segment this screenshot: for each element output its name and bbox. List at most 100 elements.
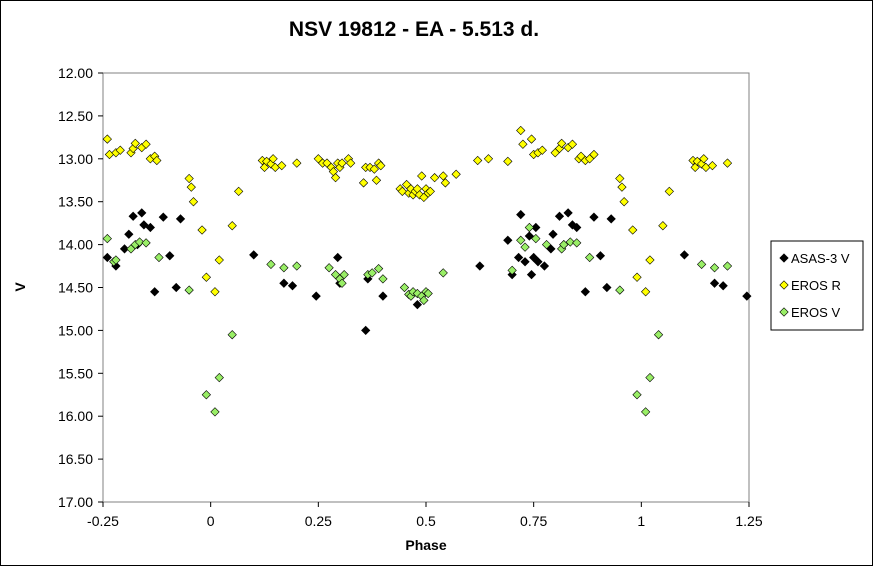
data-point: [533, 257, 543, 267]
data-point: [124, 229, 134, 239]
data-point: [184, 285, 194, 295]
data-point: [425, 186, 435, 197]
data-point: [337, 278, 347, 288]
data-point: [541, 239, 552, 250]
data-point: [376, 161, 386, 171]
data-point: [330, 173, 341, 183]
y-tick-label: 12.50: [58, 108, 93, 124]
data-point: [266, 259, 276, 269]
data-point: [397, 186, 407, 197]
data-point: [440, 178, 451, 188]
data-point: [526, 134, 537, 144]
data-point: [641, 407, 651, 417]
data-point: [658, 221, 668, 231]
data-point: [287, 281, 298, 291]
data-point: [210, 287, 220, 297]
data-point: [292, 261, 302, 271]
data-point: [516, 209, 526, 220]
data-point: [619, 197, 629, 207]
data-point: [709, 263, 720, 273]
data-point: [227, 330, 237, 340]
data-point: [137, 208, 147, 218]
data-point: [361, 325, 371, 336]
data-point: [645, 255, 655, 265]
y-tick-label: 15.00: [58, 322, 93, 338]
y-tick-label: 17.00: [58, 494, 93, 510]
data-point: [371, 175, 382, 185]
data-point: [186, 182, 196, 192]
legend-label: ASAS-3 V: [791, 251, 850, 266]
data-point: [572, 222, 582, 233]
data-point: [378, 274, 388, 284]
data-point: [141, 238, 151, 248]
data-point: [188, 197, 199, 207]
series-2: [102, 222, 733, 417]
data-point: [201, 272, 211, 282]
data-point: [653, 330, 664, 340]
data-point: [531, 233, 541, 244]
data-point: [150, 287, 160, 297]
data-point: [367, 268, 377, 278]
data-point: [119, 244, 130, 254]
data-point: [141, 139, 151, 149]
data-point: [171, 282, 181, 293]
data-point: [102, 134, 112, 144]
data-point: [632, 390, 642, 400]
data-point: [602, 282, 612, 293]
y-tick-label: 14.50: [58, 280, 93, 296]
y-axis: 12.00 12.50 13.00 13.50 14.00 14.50 15.00 15.50…: [58, 65, 103, 510]
data-point: [709, 278, 720, 288]
data-point: [419, 295, 429, 305]
data-point: [537, 145, 547, 155]
data-point: [516, 235, 526, 245]
data-point: [697, 259, 707, 269]
data-point: [707, 161, 718, 171]
data-point: [524, 222, 534, 233]
data-point: [214, 372, 224, 383]
data-point: [292, 158, 302, 168]
y-tick-label: 16.50: [58, 451, 93, 467]
data-point: [324, 263, 334, 273]
data-point: [139, 220, 149, 230]
x-tick-label: -0.25: [87, 513, 119, 529]
data-point: [128, 211, 138, 221]
data-point: [473, 155, 483, 166]
data-point: [429, 173, 440, 183]
data-point: [175, 214, 186, 224]
data-point: [615, 173, 625, 184]
data-point: [378, 291, 388, 301]
x-tick-label: 0.5: [416, 513, 436, 529]
data-point: [554, 211, 565, 221]
y-axis-label: V: [12, 282, 28, 292]
legend-marker: [779, 253, 789, 263]
data-point: [531, 222, 541, 233]
data-point: [358, 178, 369, 188]
data-point: [145, 222, 155, 233]
data-points: [102, 125, 752, 417]
data-point: [615, 285, 625, 295]
data-point: [524, 231, 534, 241]
data-point: [565, 237, 575, 247]
data-point: [513, 252, 524, 263]
data-point: [589, 212, 599, 222]
x-tick-label: 1: [637, 513, 645, 529]
data-point: [154, 252, 164, 263]
data-point: [692, 156, 702, 166]
data-point: [606, 214, 616, 224]
data-point: [277, 161, 287, 171]
data-point: [679, 250, 690, 260]
data-point: [234, 186, 244, 197]
legend-label: EROS V: [791, 305, 840, 320]
data-point: [451, 169, 461, 179]
y-tick-label: 12.00: [58, 65, 93, 81]
data-point: [641, 287, 651, 297]
data-point: [333, 252, 343, 263]
data-point: [399, 282, 410, 293]
data-point: [346, 158, 356, 168]
data-point: [438, 268, 448, 278]
data-point: [339, 270, 349, 280]
data-point: [518, 139, 528, 149]
data-point: [742, 291, 752, 301]
